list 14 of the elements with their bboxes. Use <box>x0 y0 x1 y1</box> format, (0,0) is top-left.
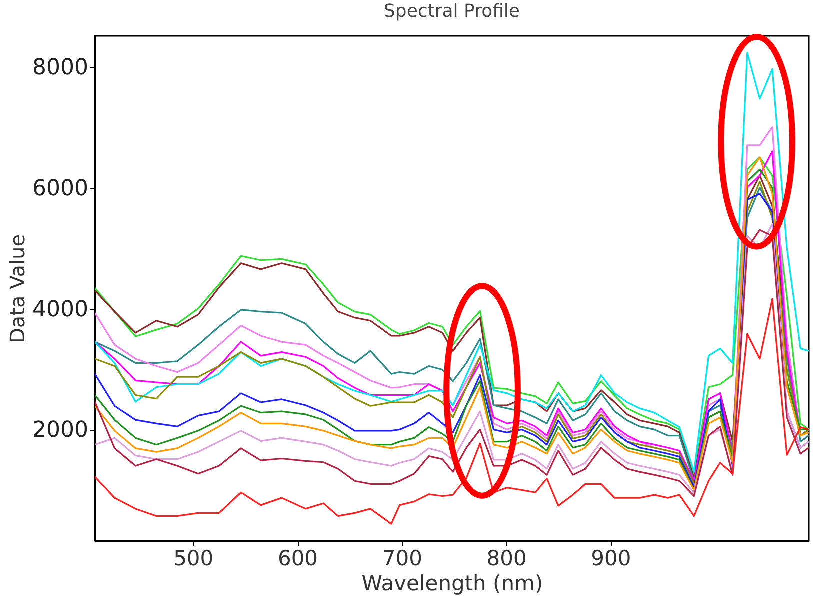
x-tick-label: 800 <box>486 546 527 570</box>
line-series <box>95 52 809 473</box>
x-tick-label: 600 <box>278 546 318 570</box>
y-axis-title: Data Value <box>6 234 30 344</box>
x-tick-label: 900 <box>591 546 632 570</box>
chart-title: Spectral Profile <box>384 0 520 22</box>
y-tick-label: 4000 <box>32 297 88 322</box>
line-series <box>95 298 809 525</box>
x-tick-label: 700 <box>382 546 422 570</box>
y-tick-label: 2000 <box>32 418 88 444</box>
y-tick-label: 8000 <box>32 55 88 80</box>
x-axis-title: Wavelength (nm) <box>362 572 544 596</box>
x-tick-label: 500 <box>174 546 214 570</box>
y-tick-label: 6000 <box>32 176 88 202</box>
